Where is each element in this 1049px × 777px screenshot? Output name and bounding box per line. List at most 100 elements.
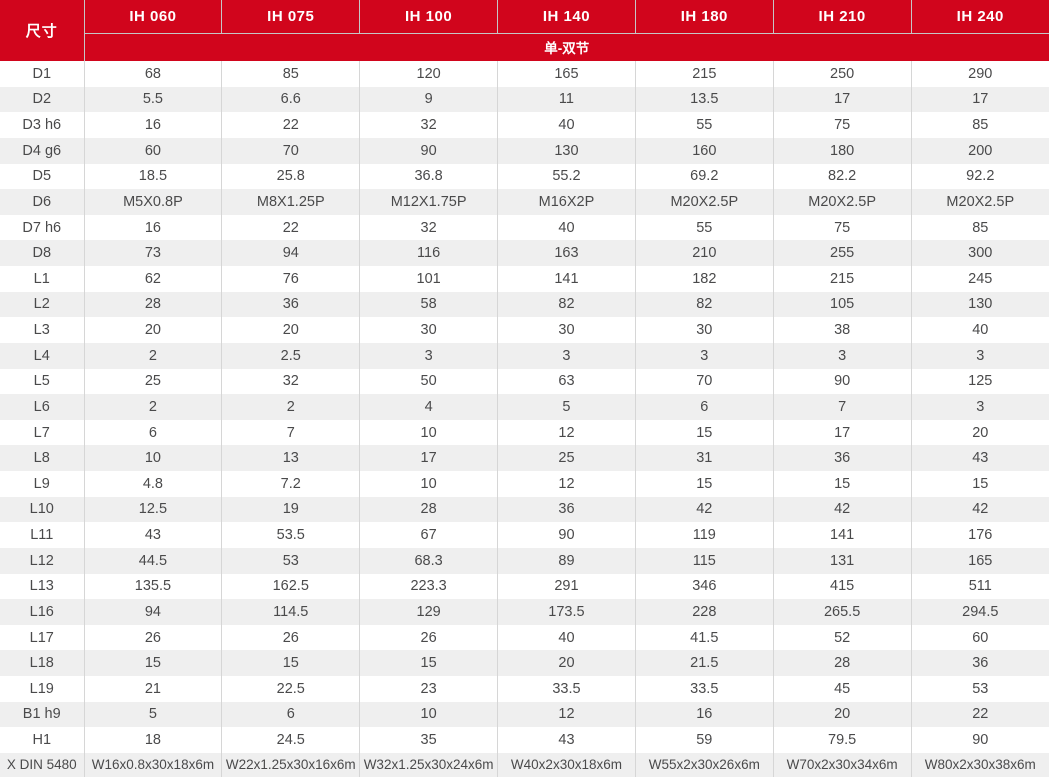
row-label: L10 xyxy=(29,501,54,518)
cell: 15 xyxy=(910,471,1049,497)
column-header-ih180: IH 180 xyxy=(634,0,774,33)
cell: 30 xyxy=(497,317,636,343)
row-label: L8 xyxy=(33,450,50,467)
cell: 22.5 xyxy=(221,676,360,702)
row-label: L17 xyxy=(29,629,54,646)
cell: 125 xyxy=(910,368,1049,395)
cell: 26 xyxy=(221,624,360,651)
cell: 13.5 xyxy=(634,86,774,113)
cell: 43 xyxy=(497,727,636,753)
cell: 45 xyxy=(772,676,912,702)
cell: 10 xyxy=(359,471,498,497)
table-row: D7 h6 16 22 32 40 55 75 85 xyxy=(0,214,1049,241)
cell: W80x2x30x38x6m xyxy=(910,752,1049,777)
cell: 32 xyxy=(221,368,360,395)
cell: 6.6 xyxy=(221,86,360,113)
cell: 10 xyxy=(83,445,222,471)
cell: 16 xyxy=(634,701,774,728)
cell: 129 xyxy=(359,599,498,625)
cell: 55 xyxy=(634,112,774,138)
cell: W32x1.25x30x24x6m xyxy=(359,752,498,777)
cell: 415 xyxy=(772,573,912,600)
cell: 10 xyxy=(359,419,498,446)
table-row: B1 h9 5 6 10 12 16 20 22 xyxy=(0,701,1049,728)
cell: 33.5 xyxy=(634,676,774,702)
row-label: L3 xyxy=(33,322,50,339)
cell: 59 xyxy=(634,727,774,753)
cell: 68 xyxy=(83,61,222,87)
row-label: L19 xyxy=(29,680,54,697)
table-row: L19 21 22.5 23 33.5 33.5 45 53 xyxy=(0,676,1049,702)
cell: 53 xyxy=(910,676,1049,702)
cell: 5 xyxy=(83,701,222,728)
cell: 70 xyxy=(634,368,774,395)
row-label: L11 xyxy=(30,527,54,544)
cell: 16 xyxy=(83,112,222,138)
column-header-ih060: IH 060 xyxy=(83,0,222,33)
table-row: L8 10 13 17 25 31 36 43 xyxy=(0,445,1049,471)
cell: 135.5 xyxy=(83,573,222,600)
row-label: D8 xyxy=(32,245,52,262)
cell: 12 xyxy=(497,701,636,728)
cell: 68.3 xyxy=(359,547,498,574)
cell: 85 xyxy=(221,61,360,87)
cell: 94 xyxy=(221,240,360,266)
row-label: L2 xyxy=(33,296,50,313)
cell: 5.5 xyxy=(83,86,222,113)
cell: 42 xyxy=(910,496,1049,523)
cell: M16X2P xyxy=(497,189,636,215)
cell: 25 xyxy=(497,445,636,471)
row-label: D5 xyxy=(32,168,52,185)
cell: 73 xyxy=(83,240,222,266)
cell: 228 xyxy=(634,599,774,625)
cell: 43 xyxy=(83,522,222,548)
table-row: D6 M5X0.8P M8X1.25P M12X1.75P M16X2P M20X2.5P… xyxy=(0,189,1049,215)
cell: 82.2 xyxy=(772,163,912,190)
cell: 130 xyxy=(497,137,636,164)
cell: 15 xyxy=(772,471,912,497)
cell: 255 xyxy=(772,240,912,266)
row-label: D3 h6 xyxy=(22,117,62,134)
cell: 20 xyxy=(221,317,360,343)
cell: 85 xyxy=(910,112,1049,138)
cell: M20X2.5P xyxy=(634,189,774,215)
cell: 215 xyxy=(772,266,912,292)
cell: 67 xyxy=(359,522,498,548)
cell: 53 xyxy=(221,547,360,574)
cell: 141 xyxy=(772,522,912,548)
table-row: X DIN 5480 W16x0.8x30x18x6m W22x1.25x30x16… xyxy=(0,752,1049,777)
cell: 215 xyxy=(634,61,774,87)
column-header-ih075: IH 075 xyxy=(221,0,360,33)
cell: 223.3 xyxy=(359,573,498,600)
cell: 10 xyxy=(359,701,498,728)
cell: 20 xyxy=(772,701,912,728)
cell: 16 xyxy=(83,214,222,241)
cell: M20X2.5P xyxy=(772,189,912,215)
table-row: L9 4.8 7.2 10 12 15 15 15 xyxy=(0,471,1049,497)
table-row: D5 18.5 25.8 36.8 55.2 69.2 82.2 92.2 xyxy=(0,163,1049,190)
cell: 6 xyxy=(221,701,360,728)
cell: 210 xyxy=(634,240,774,266)
cell: 89 xyxy=(497,547,636,574)
table-body: D1 68 85 120 165 215 250 290 D2 5.5 6.6 9 11 13.5 17 17… xyxy=(0,61,1049,777)
cell: 7 xyxy=(772,394,912,420)
cell: 15 xyxy=(634,419,774,446)
table-row: L13 135.5 162.5 223.3 291 346 415 511 xyxy=(0,573,1049,600)
cell: 180 xyxy=(772,137,912,164)
cell: 114.5 xyxy=(221,599,360,625)
table-row: L11 43 53.5 67 90 119 141 176 xyxy=(0,522,1049,548)
cell: 3 xyxy=(497,342,636,369)
cell: 18 xyxy=(83,727,222,753)
table-row: L10 12.5 19 28 36 42 42 42 xyxy=(0,496,1049,523)
cell: 58 xyxy=(359,291,498,318)
cell: W55x2x30x26x6m xyxy=(634,752,774,777)
subheader-row: 单-双节 xyxy=(0,32,1049,61)
row-label: D2 xyxy=(32,91,52,108)
corner-header-size: 尺寸 xyxy=(0,0,84,61)
row-label: L7 xyxy=(33,424,50,441)
cell: 17 xyxy=(772,419,912,446)
cell: 23 xyxy=(359,676,498,702)
cell: 30 xyxy=(359,317,498,343)
